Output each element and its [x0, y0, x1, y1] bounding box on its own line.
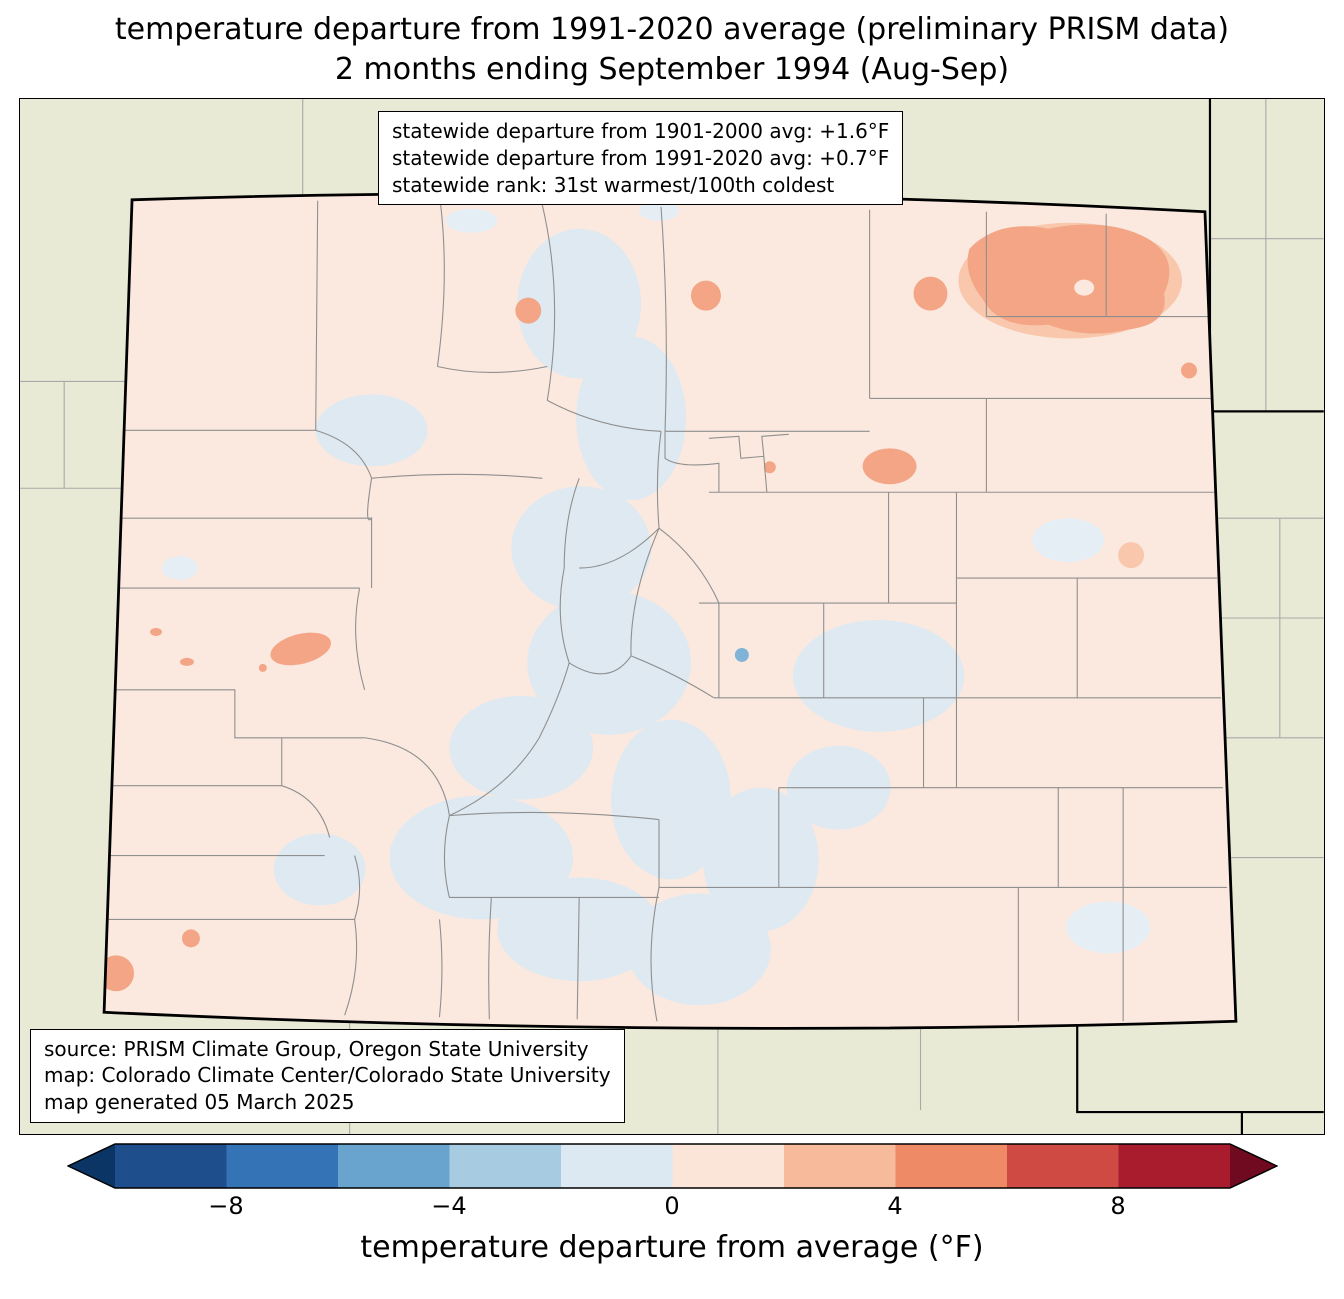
figure-title-line1: temperature departure from 1991-2020 ave… — [114, 12, 1230, 47]
colorbar-tick: −8 — [208, 1192, 244, 1220]
colorbar-bar — [66, 1143, 1278, 1189]
colorbar-tick: 4 — [887, 1192, 903, 1220]
colorbar-axis-label: temperature departure from average (°F) — [360, 1230, 984, 1265]
small-lake-dot — [734, 647, 749, 662]
source-line: source: PRISM Climate Group, Oregon Stat… — [44, 1036, 589, 1061]
map-panel: statewide departure from 1901-2000 avg: … — [19, 98, 1325, 1135]
colorbar: −8 −4 0 4 8 temperature departure from avera… — [0, 1143, 1344, 1265]
figure-title: temperature departure from 1991-2020 ave… — [0, 10, 1344, 89]
stat-departure-1901: statewide departure from 1901-2000 avg: … — [392, 119, 890, 143]
colorbar-ticks: −8 −4 0 4 8 — [67, 1192, 1278, 1224]
colorbar-left-arrow — [67, 1144, 115, 1188]
figure-title-line2: 2 months ending September 1994 (Aug-Sep) — [334, 51, 1010, 87]
warm-anomaly-patches — [104, 222, 1197, 992]
colorbar-tick: 8 — [1110, 1192, 1126, 1220]
county-boundaries — [104, 200, 1227, 1022]
stat-rank: statewide rank: 31st warmest/100th colde… — [392, 172, 835, 197]
colorbar-right-arrow — [1229, 1144, 1277, 1188]
colorbar-tick: 0 — [664, 1192, 680, 1220]
colorbar-outline — [66, 1143, 1278, 1189]
colorado-map — [20, 99, 1324, 1134]
colorbar-tick: −4 — [431, 1192, 467, 1220]
statewide-stats-box: statewide departure from 1901-2000 avg: … — [378, 111, 904, 206]
stat-departure-1991: statewide departure from 1991-2020 avg: … — [392, 145, 890, 170]
map-credit-line: map: Colorado Climate Center/Colorado St… — [44, 1063, 611, 1088]
source-attribution-box: source: PRISM Climate Group, Oregon Stat… — [30, 1028, 625, 1123]
colorbar-segments — [114, 1144, 1231, 1188]
generated-date-line: map generated 05 March 2025 — [44, 1090, 355, 1115]
